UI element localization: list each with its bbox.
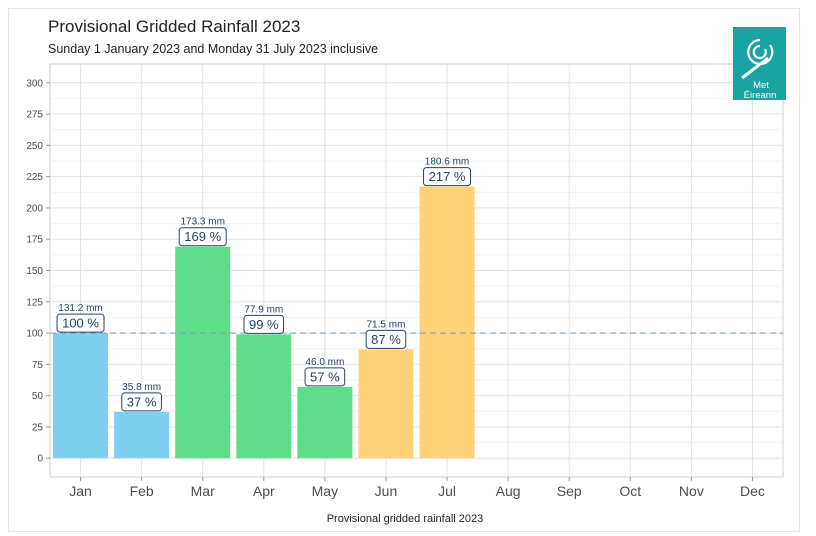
- pct-label: 217 %: [429, 169, 466, 184]
- y-tick-label: 225: [26, 172, 43, 183]
- x-tick-label: Jan: [69, 483, 92, 499]
- pct-label-box: [121, 392, 162, 412]
- x-tick-label: Apr: [253, 483, 275, 499]
- chart-subtitle: Sunday 1 January 2023 and Monday 31 July…: [48, 42, 378, 56]
- y-tick-label: 175: [26, 235, 43, 246]
- bar-mar: [175, 246, 231, 459]
- x-tick-label: Nov: [679, 483, 704, 499]
- x-tick-label: Dec: [740, 483, 765, 499]
- y-tick-label: 200: [26, 203, 43, 214]
- pct-label: 87 %: [371, 332, 401, 347]
- y-tick-label: 275: [26, 110, 43, 121]
- pct-label: 37 %: [127, 394, 157, 409]
- x-tick-label: Oct: [619, 483, 641, 499]
- y-tick-label: 250: [26, 141, 43, 152]
- y-axis-ticks: 0 25 50 75 100 125 150 175 200 225 250 275 300: [26, 78, 50, 465]
- y-tick-label: 50: [32, 391, 44, 402]
- pct-label-box: [178, 227, 227, 247]
- x-tick-label: Feb: [130, 483, 154, 499]
- bar-feb: [114, 411, 170, 459]
- pct-label-box: [304, 367, 346, 387]
- x-tick-label: Jul: [438, 483, 456, 499]
- x-tick-label: Mar: [191, 483, 215, 499]
- pct-label-box: [243, 314, 285, 334]
- bar-jun: [358, 349, 414, 459]
- y-tick-label: 125: [26, 297, 43, 308]
- pct-label: 57 %: [310, 369, 340, 384]
- logo-text-eireann: Éireann: [744, 90, 777, 101]
- chart-title: Provisional Gridded Rainfall 2023: [48, 17, 300, 36]
- x-axis-ticks: Jan Feb Mar Apr May Jun Jul Aug Sep Oct Nov Dec: [69, 477, 765, 499]
- y-tick-label: 100: [26, 329, 43, 340]
- pct-label-box: [423, 167, 472, 187]
- mm-label: 173.3 mm: [180, 217, 224, 228]
- x-tick-label: Aug: [496, 483, 521, 499]
- mm-label: 131.2 mm: [58, 303, 102, 314]
- y-tick-label: 25: [32, 422, 44, 433]
- pct-label: 100 %: [62, 316, 99, 331]
- bar-labels: 100 % 131.2 mm 37 %35.8 mm 169 %173.3 mm 99 …: [56, 157, 472, 412]
- bar-jul: [419, 186, 475, 459]
- x-tick-label: Jun: [375, 483, 398, 499]
- y-tick-label: 0: [37, 454, 43, 465]
- pct-label: 169 %: [184, 229, 221, 244]
- x-tick-label: May: [312, 483, 338, 499]
- y-tick-label: 150: [26, 266, 43, 277]
- gridlines: [50, 64, 783, 477]
- mm-label: 180.6 mm: [425, 157, 469, 168]
- y-tick-label: 300: [26, 78, 43, 89]
- bars: [53, 186, 475, 459]
- pct-label: 99 %: [249, 317, 279, 332]
- bar-apr: [236, 334, 292, 459]
- mm-label: 35.8 mm: [122, 382, 161, 393]
- logo-text-met: Met: [753, 80, 769, 91]
- y-tick-label: 75: [32, 360, 44, 371]
- bar-jan: [53, 333, 109, 459]
- pct-label-box: [365, 329, 407, 349]
- x-tick-label: Sep: [557, 483, 582, 499]
- mm-label: 46.0 mm: [305, 357, 344, 368]
- met-eireann-logo: Met Éireann: [733, 27, 786, 101]
- mm-label: 77.9 mm: [244, 304, 283, 315]
- swirl-icon: [741, 38, 774, 80]
- bar-may: [297, 386, 353, 459]
- mm-label: 71.5 mm: [367, 319, 406, 330]
- chart-caption: Provisional gridded rainfall 2023: [327, 513, 484, 525]
- pct-label-box: [56, 313, 105, 333]
